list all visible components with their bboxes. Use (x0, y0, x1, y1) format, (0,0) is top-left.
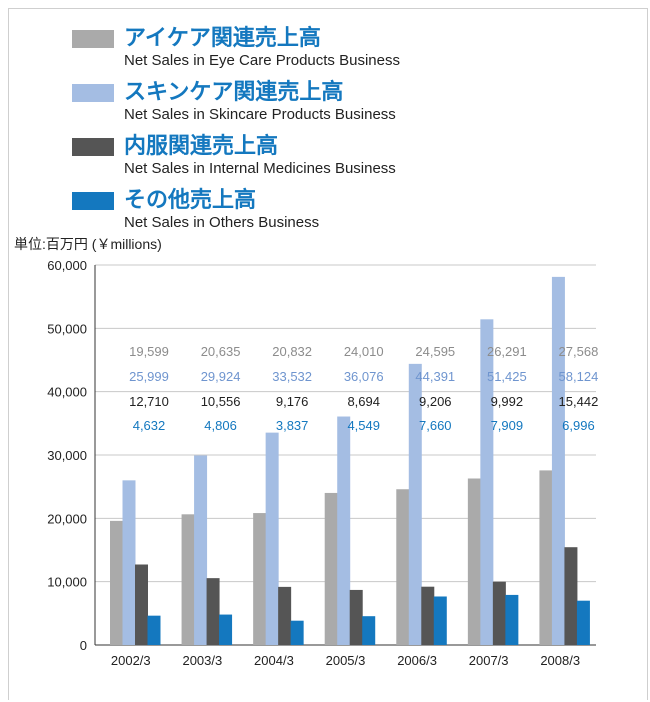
y-tick-label: 40,000 (47, 385, 87, 400)
x-tick-label: 2007/3 (469, 653, 509, 668)
y-tick-label: 60,000 (47, 258, 87, 273)
bar (396, 489, 410, 645)
data-label: 19,599 (129, 344, 169, 359)
unit-label: 単位:百万円 (￥millions) (14, 236, 162, 252)
bar (110, 520, 123, 645)
bar (492, 581, 506, 645)
lightblue-swatch (72, 84, 114, 102)
data-label: 9,206 (419, 394, 452, 409)
data-label: 10,556 (201, 394, 241, 409)
data-label: 9,176 (276, 394, 309, 409)
data-label: 51,425 (487, 369, 527, 384)
bar (147, 615, 161, 645)
data-label: 20,832 (272, 344, 312, 359)
bar (206, 578, 220, 645)
bar (408, 363, 422, 645)
bar (194, 455, 208, 645)
data-label: 6,996 (562, 418, 595, 433)
legend-title-jp: その他売上高 (124, 187, 257, 212)
y-tick-label: 30,000 (47, 448, 87, 463)
bar (181, 514, 195, 645)
data-label: 26,291 (487, 344, 527, 359)
bar (433, 596, 447, 645)
blue-swatch (72, 192, 114, 210)
data-label: 9,992 (491, 394, 524, 409)
bar (219, 614, 233, 645)
data-label: 44,391 (415, 369, 455, 384)
bar (539, 470, 553, 645)
bar (324, 492, 338, 645)
y-tick-label: 0 (80, 638, 87, 653)
legend-title-jp: スキンケア関連売上高 (124, 79, 344, 104)
data-label: 27,568 (559, 344, 599, 359)
bar (122, 480, 136, 645)
data-label: 15,442 (559, 394, 599, 409)
bar (290, 620, 304, 645)
x-tick-label: 2006/3 (397, 653, 437, 668)
data-label: 20,635 (201, 344, 241, 359)
bar (278, 586, 292, 645)
legend-title-en: Net Sales in Eye Care Products Business (124, 52, 400, 69)
bar (480, 319, 494, 645)
data-label: 24,010 (344, 344, 384, 359)
legend-title-en: Net Sales in Others Business (124, 214, 320, 231)
bar (551, 276, 565, 645)
data-label: 7,660 (419, 418, 452, 433)
bar (135, 564, 148, 645)
gray-swatch (72, 30, 114, 48)
x-tick-label: 2004/3 (254, 653, 294, 668)
data-label: 24,595 (415, 344, 455, 359)
data-label: 3,837 (276, 418, 309, 433)
x-tick-label: 2003/3 (182, 653, 222, 668)
data-label: 4,549 (347, 418, 380, 433)
bar (467, 478, 481, 645)
data-label: 8,694 (347, 394, 380, 409)
data-label: 4,632 (133, 418, 166, 433)
data-label: 25,999 (129, 369, 169, 384)
bar (337, 416, 351, 645)
bar (576, 600, 590, 645)
legend-title-en: Net Sales in Internal Medicines Business (124, 160, 396, 177)
legend-title-jp: 内服関連売上高 (124, 133, 279, 158)
bar (362, 616, 376, 645)
x-tick-label: 2005/3 (326, 653, 366, 668)
bar (564, 547, 578, 645)
data-label: 7,909 (491, 418, 524, 433)
data-label: 12,710 (129, 394, 169, 409)
darkgray-swatch (72, 138, 114, 156)
data-label: 4,806 (204, 418, 237, 433)
x-tick-label: 2008/3 (540, 653, 580, 668)
data-label: 29,924 (201, 369, 241, 384)
x-tick-label: 2002/3 (111, 653, 151, 668)
data-label: 36,076 (344, 369, 384, 384)
bar (253, 513, 267, 645)
legend-title-en: Net Sales in Skincare Products Business (124, 106, 396, 123)
bar (349, 589, 363, 645)
data-label: 33,532 (272, 369, 312, 384)
y-tick-label: 20,000 (47, 511, 87, 526)
bar (265, 432, 279, 645)
bar (505, 594, 519, 645)
data-label: 58,124 (559, 369, 599, 384)
bar (421, 586, 435, 645)
chart-frame (8, 8, 648, 700)
y-tick-label: 50,000 (47, 321, 87, 336)
legend-title-jp: アイケア関連売上高 (124, 25, 321, 50)
y-tick-label: 10,000 (47, 575, 87, 590)
